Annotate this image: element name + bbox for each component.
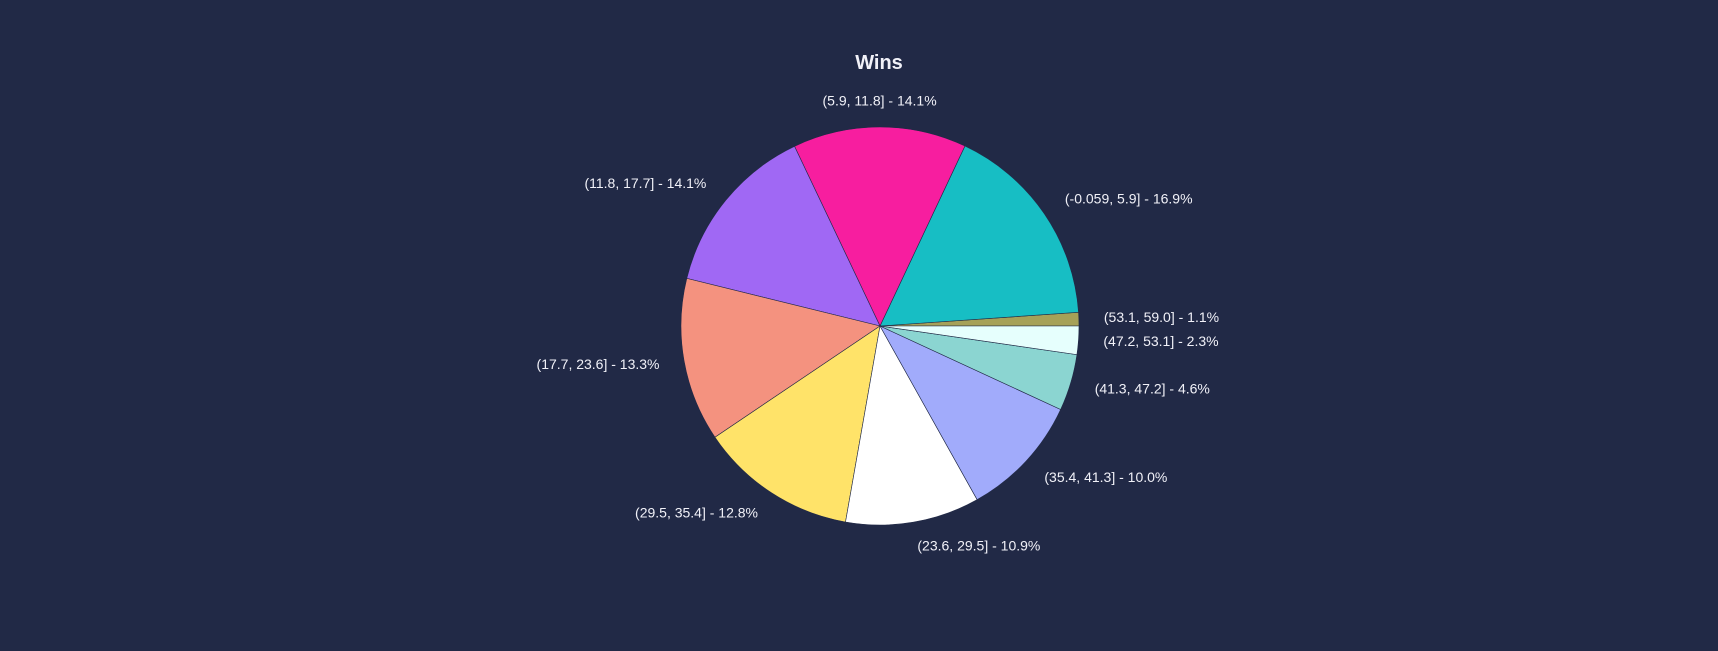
slice-label: (11.8, 17.7] - 14.1%	[584, 175, 706, 191]
pie-slice	[879, 325, 1080, 355]
slice-label: (29.5, 35.4] - 12.8%	[635, 505, 758, 521]
chart-title: Wins	[855, 52, 903, 74]
pie-slice	[845, 325, 978, 526]
pie-slices	[680, 126, 1080, 526]
slice-label: (5.9, 11.8] - 14.1%	[823, 93, 937, 109]
slice-labels: (53.1, 59.0] - 1.1% (-0.059, 5.9] - 16.9%…	[537, 93, 1220, 554]
pie-slice	[714, 325, 881, 523]
slice-label: (53.1, 59.0] - 1.1%	[1104, 309, 1219, 325]
slice-label: (41.3, 47.2] - 4.6%	[1095, 381, 1210, 397]
slice-label: (-0.059, 5.9] - 16.9%	[1065, 190, 1193, 206]
pie-slice	[794, 126, 966, 327]
slice-label: (23.6, 29.5] - 10.9%	[917, 538, 1040, 554]
pie-slice	[686, 145, 881, 327]
pie-slice	[879, 325, 1062, 501]
slice-label: (47.2, 53.1] - 2.3%	[1103, 333, 1218, 349]
pie-slice	[879, 145, 1079, 327]
pie-slice	[680, 278, 881, 438]
slice-label: (17.7, 23.6] - 13.3%	[537, 356, 660, 372]
slice-label: (35.4, 41.3] - 10.0%	[1044, 469, 1167, 485]
